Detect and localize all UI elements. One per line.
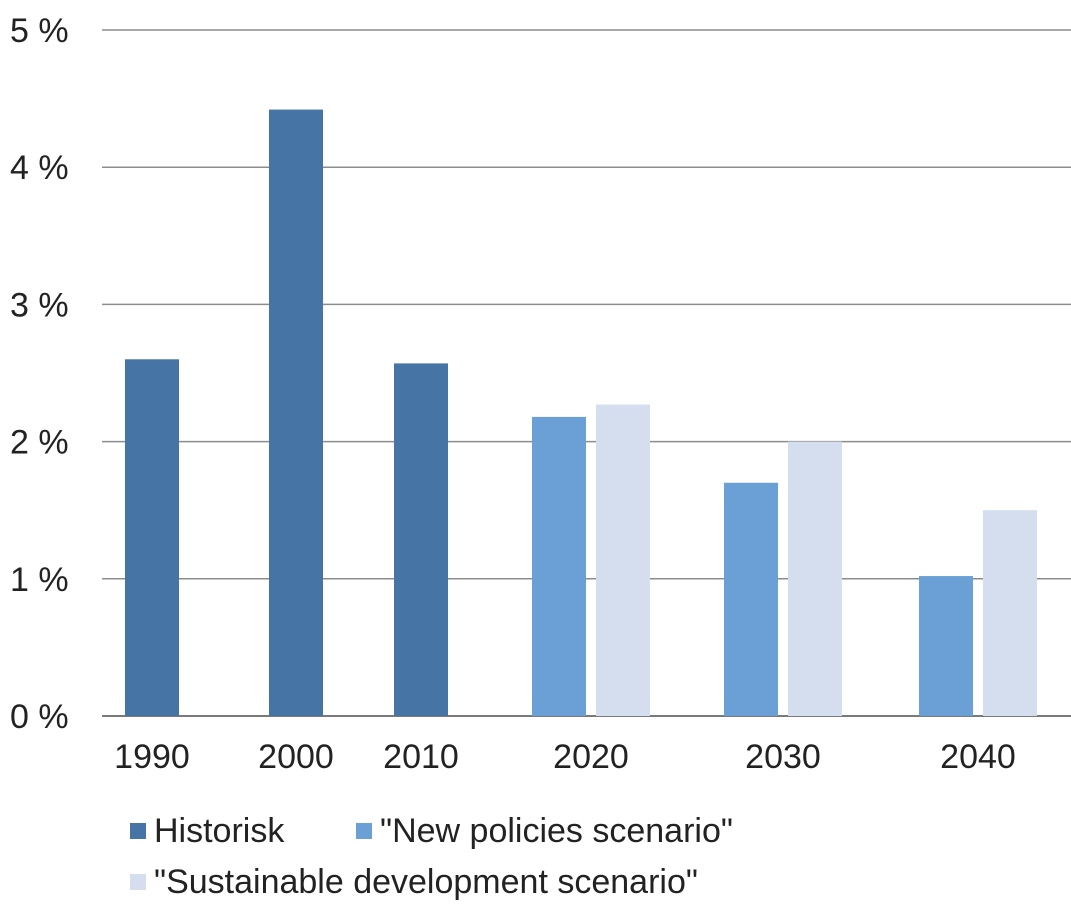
legend: Historisk "New policies scenario" "Sustain… xyxy=(130,812,733,901)
y-tick-label: 1 % xyxy=(10,561,69,599)
y-axis-tick-labels: 0 % 1 % 2 % 3 % 4 % 5 % xyxy=(10,12,69,736)
legend-label: "New policies scenario" xyxy=(380,812,733,850)
y-tick-label: 2 % xyxy=(10,424,69,462)
bar xyxy=(788,441,842,716)
y-tick-label: 5 % xyxy=(10,12,69,50)
bar xyxy=(919,576,973,716)
bar xyxy=(983,510,1037,716)
legend-swatch xyxy=(130,823,146,839)
x-tick-label: 2020 xyxy=(553,738,629,776)
bar xyxy=(532,416,586,716)
y-tick-label: 0 % xyxy=(10,698,69,736)
legend-swatch xyxy=(356,823,372,839)
legend-label: "Sustainable development scenario" xyxy=(154,863,698,901)
legend-label: Historisk xyxy=(154,812,285,850)
y-tick-label: 3 % xyxy=(10,286,69,324)
gridlines xyxy=(102,29,1071,717)
x-axis-tick-labels: 1990 2000 2010 2020 2030 2040 xyxy=(114,738,1016,776)
bar xyxy=(724,482,778,716)
x-tick-label: 2000 xyxy=(258,738,334,776)
x-tick-label: 2010 xyxy=(383,738,459,776)
bar xyxy=(269,109,323,717)
x-tick-label: 1990 xyxy=(114,738,190,776)
y-tick-label: 4 % xyxy=(10,149,69,187)
legend-swatch xyxy=(130,874,146,890)
bars xyxy=(125,109,1037,717)
bar xyxy=(596,404,650,716)
x-tick-label: 2030 xyxy=(745,738,821,776)
bar xyxy=(125,359,179,716)
bar xyxy=(394,363,448,716)
x-tick-label: 2040 xyxy=(940,738,1016,776)
